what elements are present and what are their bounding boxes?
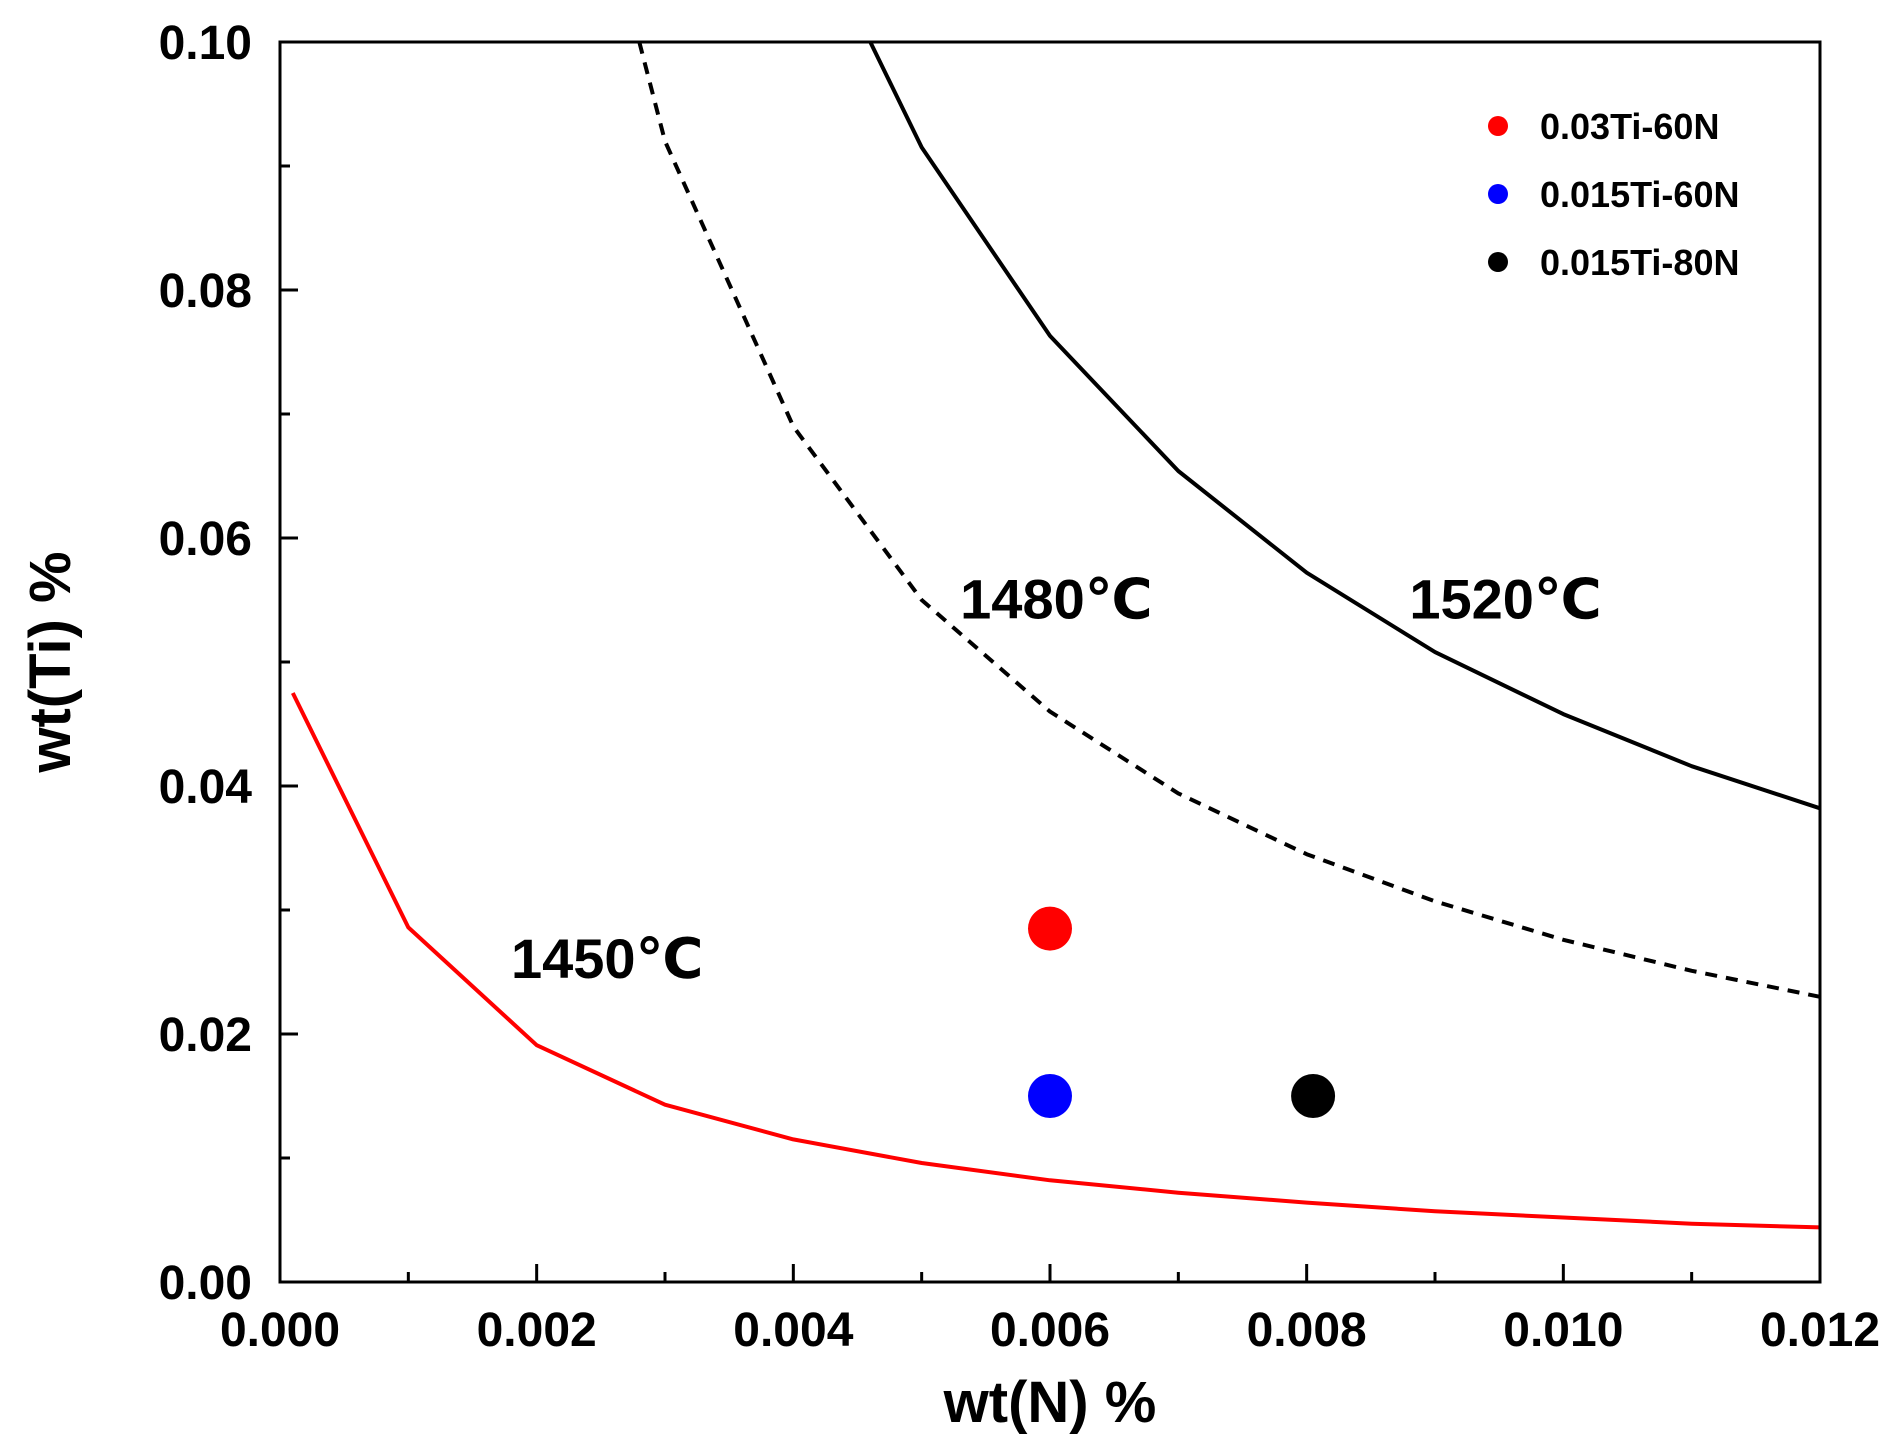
curves-layer (291, 41, 1821, 1230)
legend-marker-2 (1488, 252, 1508, 272)
x-axis-title: wt(N) % (943, 1370, 1157, 1435)
series-line-1 (637, 41, 1821, 999)
legend-marker-1 (1488, 184, 1508, 204)
data-point-2 (1291, 1074, 1336, 1118)
x-tick-label: 0.012 (1760, 1304, 1880, 1357)
data-points-layer (1028, 906, 1336, 1118)
y-tick-label: 0.04 (159, 761, 253, 814)
series-line-0 (291, 692, 1821, 1230)
x-tick-label: 0.000 (220, 1304, 340, 1357)
y-tick-label: 0.00 (159, 1257, 252, 1310)
x-tick-label: 0.006 (990, 1304, 1110, 1357)
curve-labels-layer: 1450℃ 1480℃ 1520℃ (511, 568, 1602, 991)
legend-label-0: 0.03Ti-60N (1540, 106, 1719, 147)
x-tick-label: 0.002 (477, 1304, 597, 1357)
y-tick-label: 0.08 (159, 265, 252, 318)
x-tick-label: 0.010 (1503, 1304, 1623, 1357)
legend: 0.03Ti-60N 0.015Ti-60N 0.015Ti-80N (1488, 106, 1739, 283)
data-point-1 (1028, 1074, 1072, 1118)
curve-label-1: 1480℃ (960, 568, 1152, 631)
curve-label-2: 1520℃ (1409, 568, 1601, 631)
y-tick-label: 0.06 (159, 513, 252, 566)
legend-marker-0 (1488, 116, 1508, 136)
x-tick-label: 0.008 (1247, 1304, 1367, 1357)
data-point-0 (1028, 906, 1072, 951)
series-line-2 (868, 41, 1821, 811)
y-tick-label: 0.10 (159, 17, 252, 70)
legend-label-2: 0.015Ti-80N (1540, 242, 1739, 283)
ticks-layer: 0.000 0.002 0.004 0.006 0.008 0.010 0.012 0.00 0… (159, 17, 1880, 1357)
x-tick-label: 0.004 (733, 1304, 853, 1357)
legend-label-1: 0.015Ti-60N (1540, 174, 1739, 215)
y-axis-title: wt(Ti) % (18, 551, 83, 773)
y-tick-label: 0.02 (159, 1009, 252, 1062)
curve-label-0: 1450℃ (511, 927, 703, 990)
